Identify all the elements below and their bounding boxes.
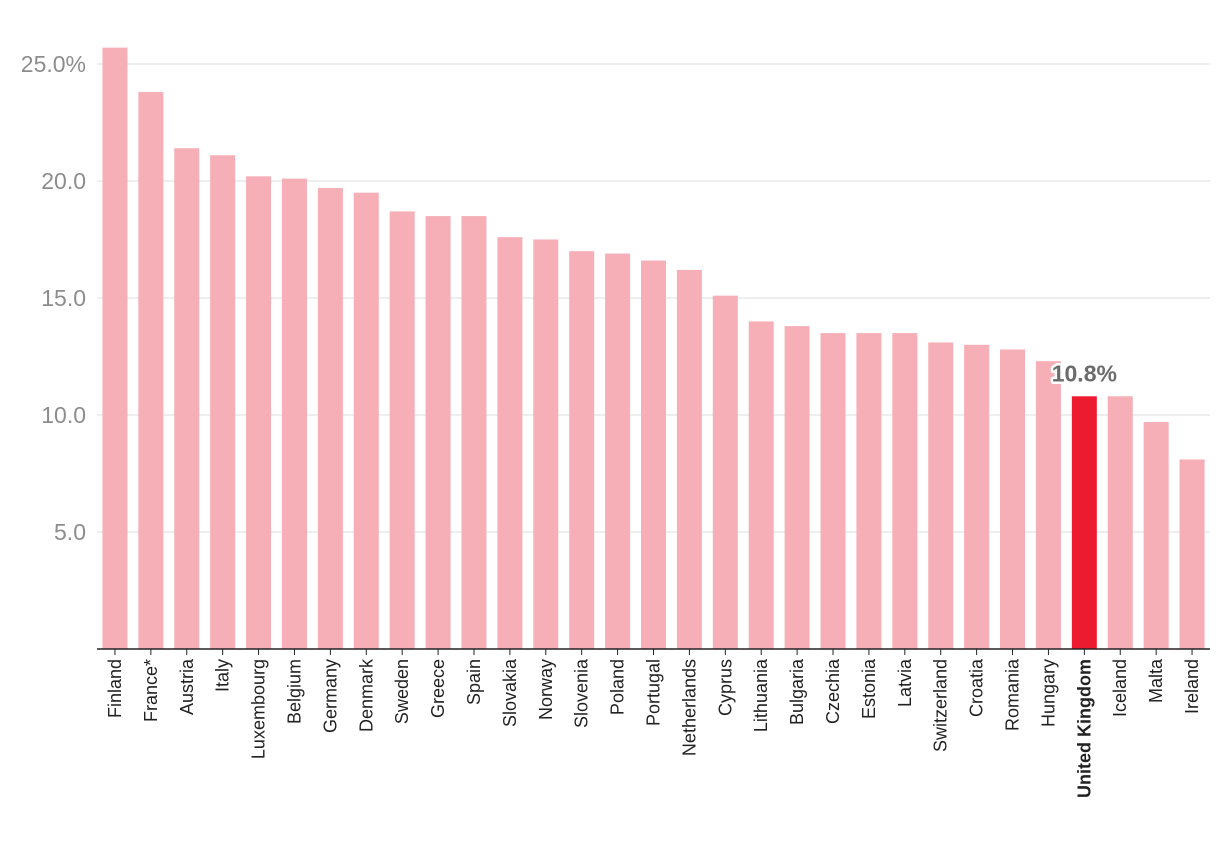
- x-tick-label: France*: [141, 659, 161, 722]
- x-tick-label: Germany: [320, 659, 340, 733]
- x-tick-label: Bulgaria: [787, 658, 807, 725]
- x-tick-label: Cyprus: [715, 659, 735, 716]
- y-tick-label: 25.0%: [21, 51, 86, 77]
- x-tick-label: Czechia: [823, 658, 843, 724]
- bar-iceland: [1107, 396, 1133, 649]
- x-tick-label: Ireland: [1182, 659, 1202, 714]
- bar-slovakia: [497, 237, 523, 649]
- x-tick-label: Greece: [428, 659, 448, 718]
- bar-lithuania: [748, 321, 774, 649]
- bar-netherlands: [676, 269, 702, 649]
- x-axis-tick-labels: Finland France* Austria Italy Luxembourg Belg…: [105, 649, 1202, 798]
- bar-hungary: [1035, 361, 1061, 649]
- x-tick-label: Lithuania: [751, 658, 771, 732]
- annotations: 10.8%: [1049, 358, 1119, 389]
- bar-malta: [1143, 422, 1169, 649]
- x-tick-label: Iceland: [1110, 659, 1130, 717]
- x-tick-label: Malta: [1146, 658, 1166, 703]
- x-tick-label: Belgium: [284, 659, 304, 724]
- bar-sweden: [389, 211, 415, 650]
- x-tick-label: Latvia: [895, 658, 915, 707]
- x-tick-label: Italy: [213, 659, 233, 692]
- bar-bulgaria: [784, 326, 810, 649]
- x-tick-label: Poland: [608, 659, 628, 715]
- bar-cyprus: [712, 295, 738, 649]
- bar-ireland: [1179, 459, 1205, 649]
- y-axis-tick-labels: 5.0 10.0 15.0 20.0 25.0%: [21, 51, 86, 545]
- y-tick-label: 5.0: [54, 519, 86, 545]
- bar-latvia: [892, 333, 918, 649]
- y-tick-label: 15.0: [41, 285, 86, 311]
- bar-spain: [461, 216, 487, 649]
- x-tick-label: Estonia: [859, 658, 879, 719]
- bar-portugal: [641, 260, 666, 649]
- x-tick-label: Norway: [536, 659, 556, 720]
- bar-united-kingdom: [1071, 396, 1097, 649]
- bar-luxembourg: [246, 176, 272, 649]
- bar-norway: [533, 239, 559, 649]
- x-tick-label: Finland: [105, 659, 125, 718]
- bar-estonia: [856, 333, 882, 649]
- bar-italy: [210, 155, 236, 649]
- bar-france: [138, 92, 164, 649]
- bars: [102, 47, 1205, 650]
- x-tick-label: Netherlands: [679, 659, 699, 756]
- x-tick-label: Romania: [1003, 658, 1023, 731]
- bar-germany: [317, 188, 343, 649]
- bar-denmark: [353, 192, 379, 649]
- bar-finland: [102, 47, 128, 650]
- x-tick-label: Switzerland: [931, 659, 951, 752]
- bar-switzerland: [928, 342, 954, 649]
- bar-croatia: [964, 344, 990, 649]
- bar-poland: [605, 253, 631, 650]
- x-tick-label: Spain: [464, 659, 484, 705]
- bar-romania: [1000, 349, 1026, 649]
- y-tick-label: 10.0: [41, 402, 86, 428]
- x-tick-label: Croatia: [967, 658, 987, 717]
- bar-czechia: [820, 333, 846, 649]
- bar-greece: [425, 216, 451, 649]
- x-tick-label: Sweden: [392, 659, 412, 724]
- x-tick-label: Luxembourg: [249, 659, 269, 759]
- highlight-value-label: 10.8%: [1052, 360, 1117, 386]
- x-tick-label: Slovenia: [572, 658, 592, 728]
- y-tick-label: 20.0: [41, 168, 86, 194]
- x-tick-label: Portugal: [644, 659, 664, 726]
- bar-slovenia: [569, 251, 595, 649]
- x-tick-label: Austria: [177, 658, 197, 715]
- bar-austria: [174, 148, 200, 650]
- bar-belgium: [281, 178, 307, 649]
- x-tick-label: Hungary: [1038, 659, 1058, 727]
- x-tick-label: Denmark: [356, 658, 376, 732]
- x-tick-label: United Kingdom: [1074, 659, 1094, 798]
- x-tick-label: Slovakia: [500, 658, 520, 727]
